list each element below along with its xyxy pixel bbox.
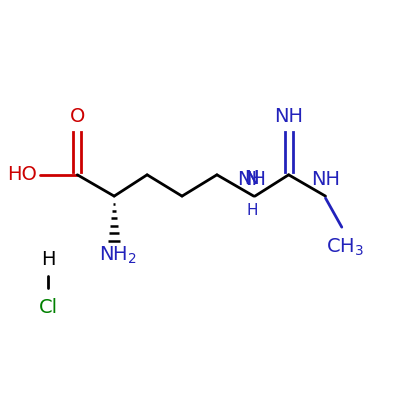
Text: NH: NH [311,170,340,189]
Text: NH$_2$: NH$_2$ [99,244,137,266]
Text: HO: HO [8,165,37,184]
Text: O: O [70,107,85,126]
Text: NH: NH [274,107,303,126]
Text: CH$_3$: CH$_3$ [326,237,364,258]
Text: N: N [244,168,259,188]
Text: NH: NH [237,170,266,189]
Text: N: N [244,168,259,188]
Text: H: H [41,250,56,269]
Text: H: H [246,203,258,218]
Text: Cl: Cl [39,298,58,317]
